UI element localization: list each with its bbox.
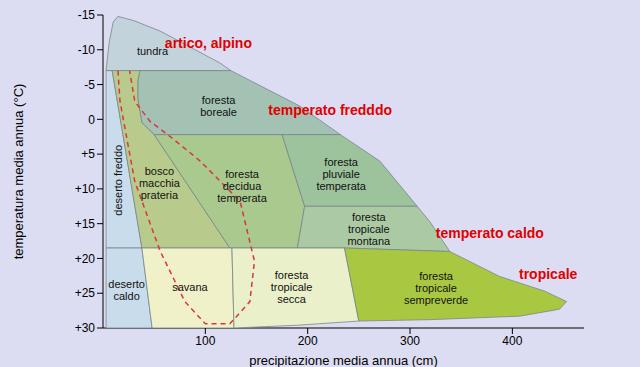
svg-text:400: 400 xyxy=(502,334,522,348)
svg-text:-10: -10 xyxy=(78,43,96,57)
svg-text:desertocaldo: desertocaldo xyxy=(108,278,145,302)
svg-text:+25: +25 xyxy=(75,286,96,300)
svg-text:0: 0 xyxy=(88,113,95,127)
svg-text:100: 100 xyxy=(195,334,215,348)
svg-text:forestatropicalesecca: forestatropicalesecca xyxy=(271,269,313,305)
svg-text:boscomacchiaprateria: boscomacchiaprateria xyxy=(139,165,181,201)
svg-text:savana: savana xyxy=(172,281,208,293)
svg-text:300: 300 xyxy=(400,334,420,348)
svg-text:+10: +10 xyxy=(75,182,96,196)
svg-text:-15: -15 xyxy=(78,8,96,22)
svg-text:forestadeciduatemperata: forestadeciduatemperata xyxy=(217,168,267,204)
svg-text:+30: +30 xyxy=(75,321,96,335)
svg-text:+20: +20 xyxy=(75,252,96,266)
svg-text:temperato caldo: temperato caldo xyxy=(436,225,544,241)
svg-text:precipitazione media annua (cm: precipitazione media annua (cm) xyxy=(249,353,438,367)
svg-text:deserto freddo: deserto freddo xyxy=(112,145,124,216)
svg-text:-5: -5 xyxy=(84,78,95,92)
svg-text:forestatropicalesempreverde: forestatropicalesempreverde xyxy=(404,270,468,306)
svg-text:200: 200 xyxy=(298,334,318,348)
svg-text:+5: +5 xyxy=(81,147,95,161)
svg-text:+15: +15 xyxy=(75,217,96,231)
svg-text:artico, alpino: artico, alpino xyxy=(165,35,252,51)
svg-text:temperato fredddo: temperato fredddo xyxy=(268,102,392,118)
svg-text:tundra: tundra xyxy=(136,44,169,57)
svg-text:forestaboreale: forestaboreale xyxy=(200,94,237,118)
svg-text:forestatropicalemontana: forestatropicalemontana xyxy=(347,211,391,247)
svg-text:forestapluvialetemperata: forestapluvialetemperata xyxy=(316,156,366,192)
svg-text:tropicale: tropicale xyxy=(519,266,578,282)
svg-text:temperatura media annua (°C): temperatura media annua (°C) xyxy=(11,84,26,260)
